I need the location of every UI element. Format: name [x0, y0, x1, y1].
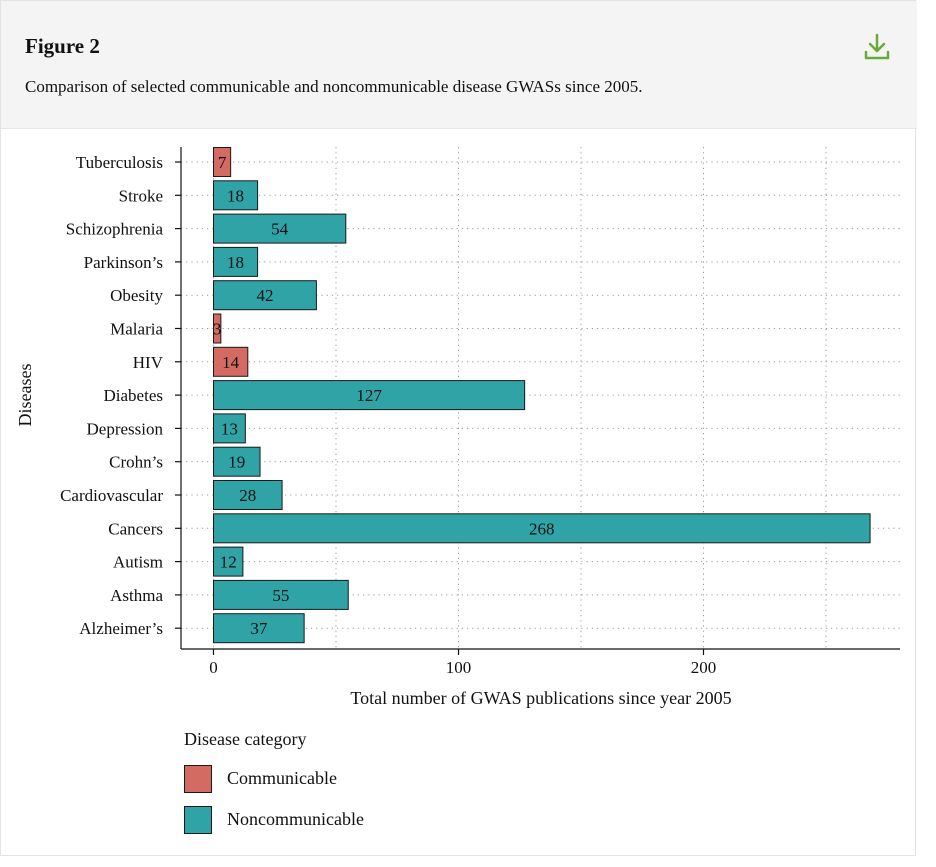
- bar-value-label: 3: [213, 320, 222, 339]
- x-axis-title: Total number of GWAS publications since …: [350, 688, 731, 708]
- bar-schizophrenia: [213, 213, 347, 244]
- category-label: Cardiovascular: [60, 486, 163, 505]
- bar-asthma: [213, 579, 349, 610]
- category-label: Malaria: [110, 320, 163, 339]
- category-label: Stroke: [119, 186, 163, 205]
- bar-alzheimer-s: [213, 613, 305, 644]
- x-tick-label: 100: [446, 658, 472, 677]
- bar-chart: 7 Tuberculosis 18 Stroke 54 Schizophrenia 18 Pa…: [15, 147, 900, 708]
- category-label: Autism: [113, 553, 163, 572]
- bar-value-label: 28: [239, 486, 256, 505]
- bar-cardiovascular: [213, 480, 283, 510]
- category-label: Tuberculosis: [76, 153, 163, 172]
- legend-title: Disease category: [184, 729, 307, 749]
- category-label: Obesity: [110, 286, 163, 305]
- bar-parkinson-s: [213, 246, 259, 277]
- category-label: Asthma: [110, 586, 163, 605]
- bar-hiv: [213, 346, 249, 377]
- bar-depression: [213, 413, 246, 444]
- category-label: Crohn’s: [109, 453, 163, 472]
- download-icon[interactable]: [861, 31, 893, 63]
- figure-card: Figure 2 Comparison of selected communic…: [0, 0, 917, 856]
- bar-malaria: [213, 313, 222, 344]
- category-label: Depression: [87, 419, 164, 438]
- bar-autism: [213, 546, 244, 577]
- legend-label: Communicable: [227, 768, 337, 788]
- legend-swatch-noncommunicable: [184, 805, 212, 834]
- bars: [213, 147, 871, 644]
- legend-item-communicable: Communicable: [184, 758, 364, 799]
- figure-header: Figure 2 Comparison of selected communic…: [1, 1, 917, 129]
- bar-cancers: [213, 513, 871, 544]
- x-tick-label: 200: [691, 658, 717, 677]
- bar-tuberculosis: [213, 147, 232, 177]
- bar-value-label: 42: [256, 286, 273, 305]
- legend-swatch-communicable: [184, 764, 212, 793]
- bar-value-label: 7: [218, 153, 227, 172]
- bar-value-label: 18: [227, 186, 244, 205]
- bar-value-label: 14: [222, 353, 240, 372]
- category-label: Cancers: [108, 519, 163, 538]
- bar-diabetes: [213, 380, 526, 411]
- category-label: Parkinson’s: [84, 253, 163, 272]
- axes: [175, 147, 900, 655]
- legend-item-noncommunicable: Noncommunicable: [184, 799, 364, 840]
- bar-value-label: 54: [271, 220, 289, 239]
- bar-stroke: [213, 180, 259, 211]
- category-label: Alzheimer’s: [79, 619, 163, 638]
- category-label: Diabetes: [104, 386, 163, 405]
- bar-value-label: 13: [221, 419, 238, 438]
- bar-value-label: 12: [220, 553, 237, 572]
- bar-value-label: 55: [272, 586, 289, 605]
- bar-crohn-s: [213, 446, 261, 477]
- category-label: Schizophrenia: [66, 220, 164, 239]
- axis-labels: 7 Tuberculosis 18 Stroke 54 Schizophrenia 18 Pa…: [60, 153, 716, 677]
- bar-value-label: 127: [356, 386, 382, 405]
- y-axis-title: Diseases: [15, 364, 35, 427]
- figure-title: Figure 2: [25, 34, 100, 58]
- bar-value-label: 18: [227, 253, 244, 272]
- figure-caption: Comparison of selected communicable and …: [25, 77, 643, 96]
- bar-obesity: [213, 280, 317, 311]
- legend-label: Noncommunicable: [227, 809, 364, 829]
- bar-value-label: 37: [250, 619, 268, 638]
- category-label: HIV: [133, 353, 164, 372]
- legend: Disease category Communicable Noncommuni…: [184, 729, 364, 840]
- bar-value-label: 268: [529, 519, 555, 538]
- bar-value-label: 19: [228, 453, 245, 472]
- x-tick-label: 0: [209, 658, 218, 677]
